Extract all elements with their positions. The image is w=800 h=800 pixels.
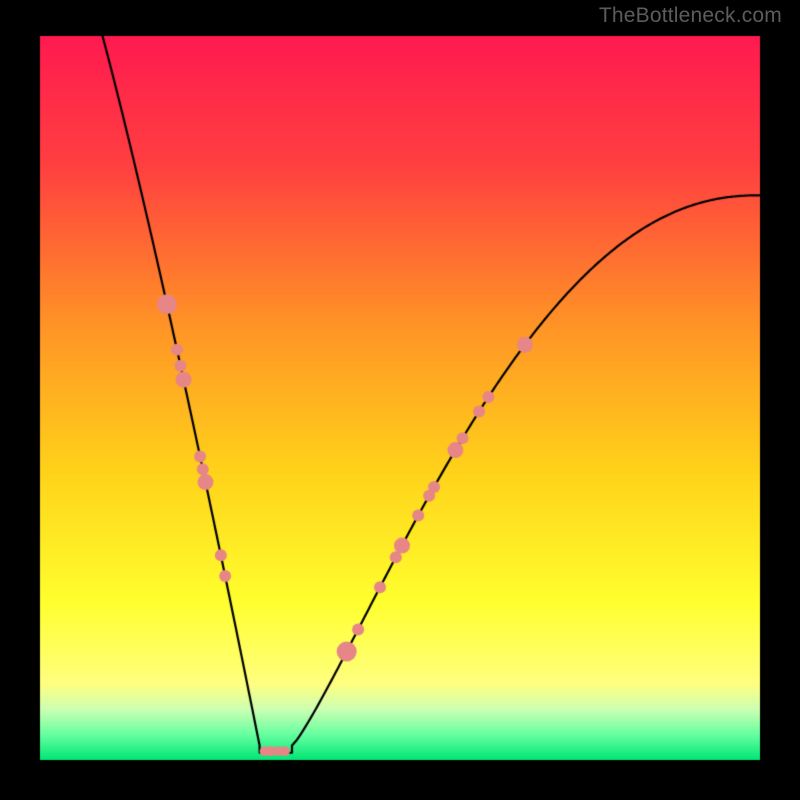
watermark: TheBottleneck.com — [599, 4, 782, 28]
chart-canvas — [0, 0, 800, 800]
chart-stage: TheBottleneck.com — [0, 0, 800, 800]
